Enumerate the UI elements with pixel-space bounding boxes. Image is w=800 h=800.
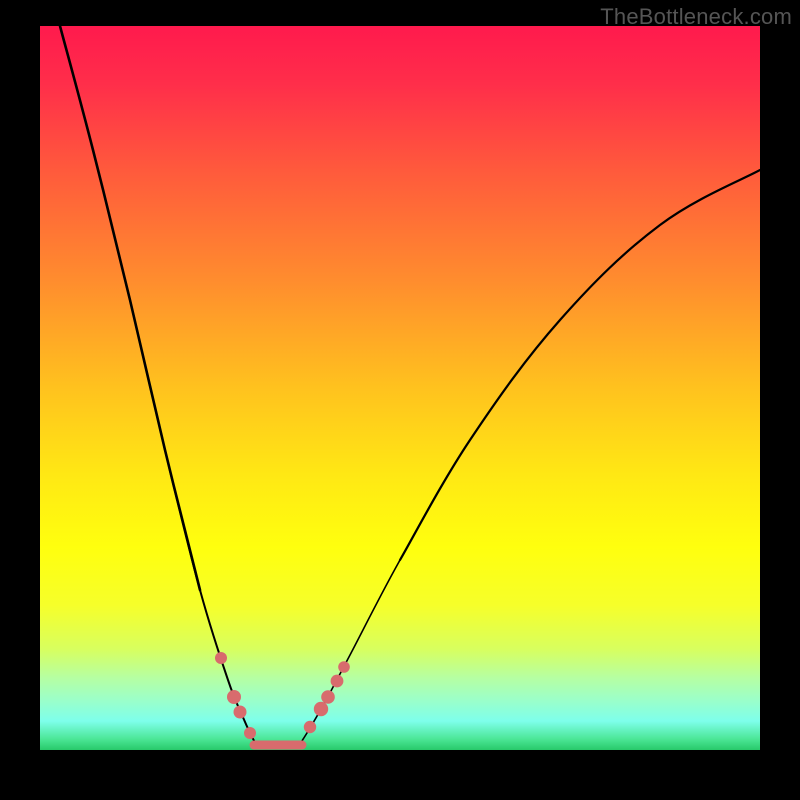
data-marker	[215, 652, 227, 664]
data-marker	[304, 721, 316, 733]
data-marker	[314, 702, 328, 716]
chart-svg	[0, 0, 800, 800]
data-marker	[227, 690, 241, 704]
data-marker	[338, 661, 350, 673]
data-marker	[331, 675, 344, 688]
data-marker	[244, 727, 256, 739]
data-marker	[321, 690, 335, 704]
watermark-text: TheBottleneck.com	[600, 4, 792, 30]
data-marker	[234, 706, 247, 719]
plot-background-gradient	[40, 26, 760, 750]
stage: TheBottleneck.com	[0, 0, 800, 800]
